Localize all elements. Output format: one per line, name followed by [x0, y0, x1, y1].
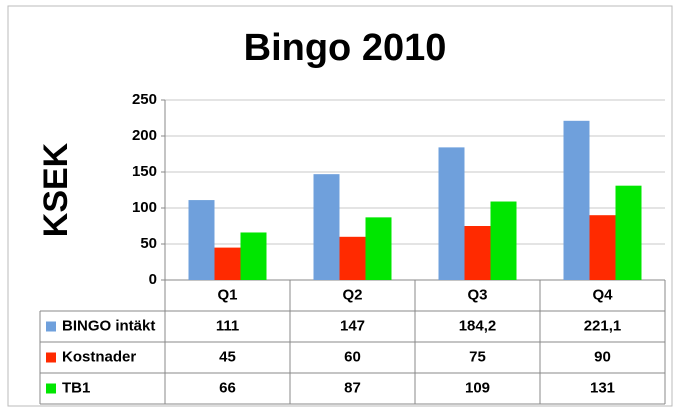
bar [490, 201, 517, 280]
y-axis-label: KSEK [37, 142, 75, 237]
bar [365, 217, 392, 280]
chart-frame [7, 5, 673, 407]
legend-swatch [46, 352, 56, 363]
y-tick-label: 250 [132, 91, 157, 108]
table-value: 131 [590, 379, 615, 396]
bar [313, 174, 340, 280]
bar [339, 236, 366, 280]
y-tick-label: 100 [132, 199, 157, 216]
bar [188, 200, 215, 280]
legend-label: TB1 [62, 379, 90, 396]
bar [464, 226, 491, 280]
y-tick-label: 0 [149, 271, 157, 288]
bar [563, 120, 590, 280]
x-tick-label: Q1 [217, 286, 237, 303]
table-value: 60 [344, 348, 361, 365]
legend-swatch [46, 321, 56, 332]
y-tick-label: 200 [132, 127, 157, 144]
table-value: 87 [344, 379, 361, 396]
chart-title: Bingo 2010 [244, 27, 447, 69]
table-value: 111 [216, 317, 239, 334]
table-value: 147 [340, 317, 365, 334]
table-value: 90 [594, 348, 611, 365]
legend-label: BINGO intäkt [62, 317, 155, 334]
x-tick-label: Q3 [467, 286, 487, 303]
bar [214, 247, 241, 280]
bar [438, 147, 465, 280]
table-value: 221,1 [584, 317, 622, 334]
bar [240, 232, 267, 280]
bar [589, 215, 616, 280]
table-value: 66 [219, 379, 236, 396]
y-tick-label: 50 [140, 235, 157, 252]
table-value: 109 [465, 379, 490, 396]
y-tick-label: 150 [132, 163, 157, 180]
table-value: 45 [219, 348, 236, 365]
x-tick-label: Q4 [592, 286, 613, 303]
bar [615, 185, 642, 280]
legend-label: Kostnader [62, 348, 136, 365]
x-tick-label: Q2 [342, 286, 362, 303]
table-value: 184,2 [459, 317, 497, 334]
table-value: 75 [469, 348, 486, 365]
legend-swatch [46, 383, 56, 394]
